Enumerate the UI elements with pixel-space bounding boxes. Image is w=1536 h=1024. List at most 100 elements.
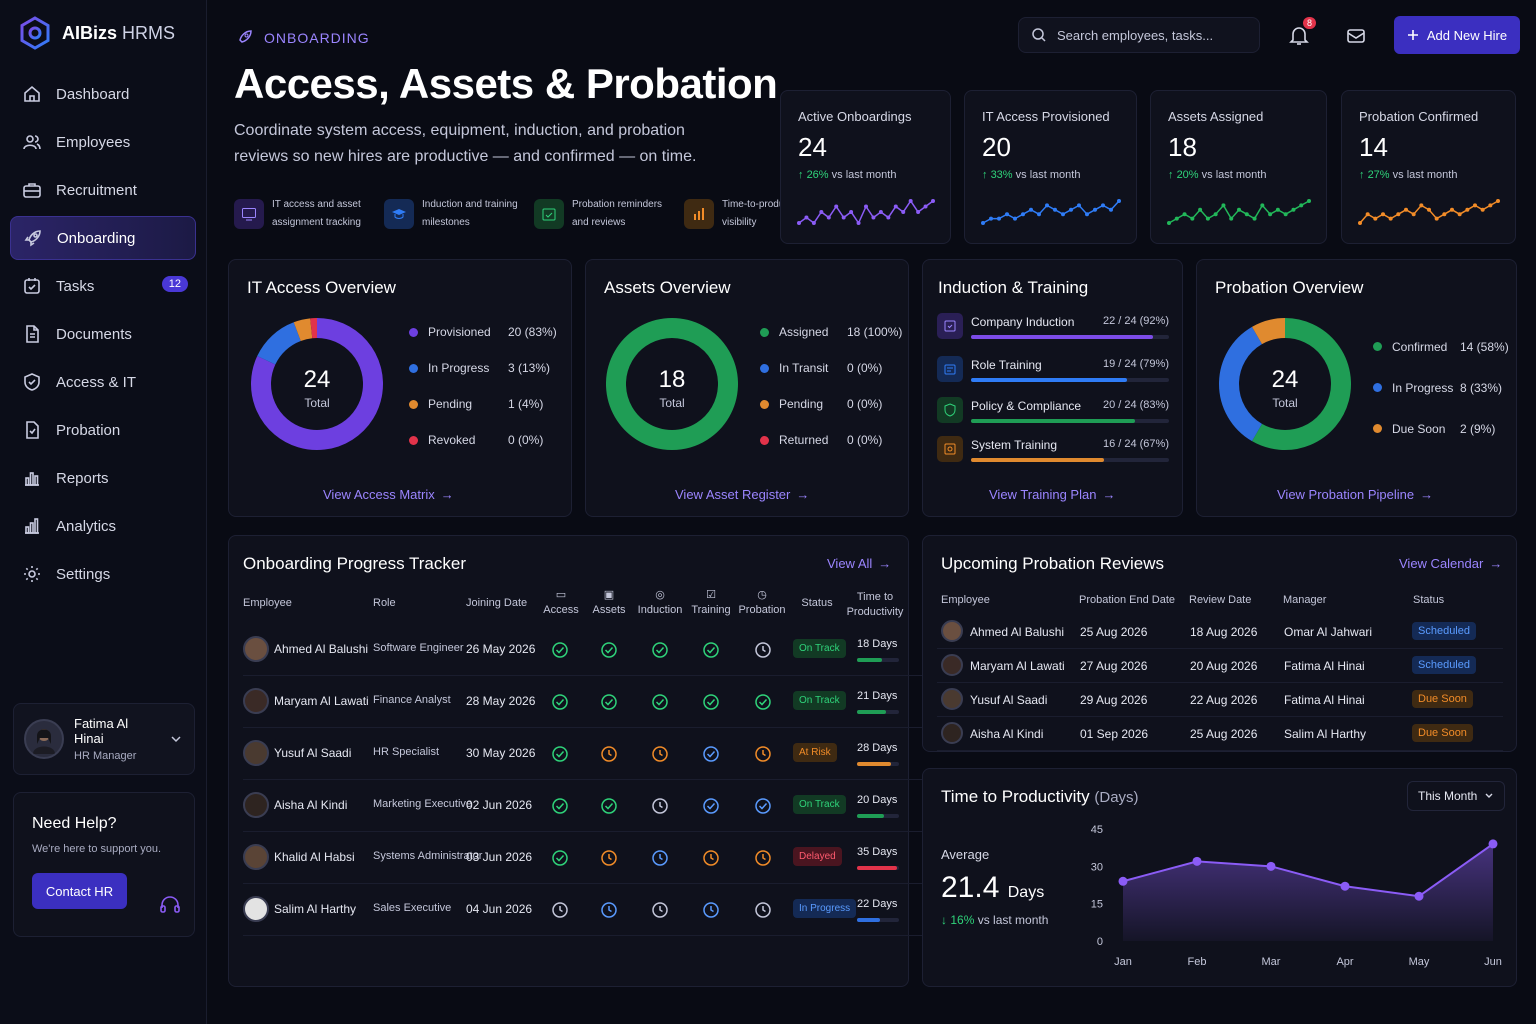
training-item: Role Training 19 / 24 (79%) xyxy=(937,356,1169,394)
stat-card-assets-assigned[interactable]: Assets Assigned 18 ↑ 20% vs last month xyxy=(1150,90,1327,244)
user-name: Fatima Al Hinai xyxy=(74,716,129,746)
sidebar-item-employees[interactable]: Employees xyxy=(10,120,196,164)
stat-card-active-onboardings[interactable]: Active Onboardings 24 ↑ 26% vs last mont… xyxy=(780,90,951,244)
sidebar-item-label: Reports xyxy=(56,469,109,487)
stat-card-it-access[interactable]: IT Access Provisioned 20 ↑ 33% vs last m… xyxy=(964,90,1137,244)
sidebar-item-documents[interactable]: Documents xyxy=(10,312,196,356)
notifications-button[interactable]: 8 xyxy=(1288,17,1316,51)
review-row[interactable]: Ahmed Al Balushi 25 Aug 2026 18 Aug 2026 Om… xyxy=(937,615,1503,649)
view-asset-register-link[interactable]: View Asset Register → xyxy=(675,487,809,502)
check-circle-blue-icon xyxy=(703,798,719,814)
ttp-value: 22 Days xyxy=(857,898,898,910)
sparkline-point xyxy=(1093,207,1097,212)
check-circle-icon xyxy=(703,642,719,658)
sparkline-point xyxy=(1190,216,1195,221)
legend-label: Provisioned xyxy=(428,325,491,339)
sparkline-point xyxy=(1053,207,1057,212)
training-progress-bar xyxy=(971,335,1169,339)
joining-date: 26 May 2026 xyxy=(466,642,536,656)
chevron-down-icon[interactable] xyxy=(170,733,182,745)
assets-column-icon: ▣ xyxy=(603,589,615,601)
chevron-down-icon xyxy=(1485,793,1493,798)
y-tick-label: 45 xyxy=(1091,824,1103,836)
sparkline-point xyxy=(841,215,846,220)
table-row[interactable]: Maryam Al Lawati Finance Analyst 28 May 20… xyxy=(243,676,1123,728)
sparkline xyxy=(1167,199,1311,225)
view-probation-pipeline-link[interactable]: View Probation Pipeline → xyxy=(1277,487,1433,502)
column-header: Manager xyxy=(1283,594,1327,606)
column-header: Status xyxy=(801,597,833,609)
legend-item: Returned 0 (0%) xyxy=(760,422,902,458)
legend-label: In Transit xyxy=(779,361,829,375)
panel-title: IT Access Overview xyxy=(247,278,396,297)
sidebar-item-analytics[interactable]: Analytics xyxy=(10,504,196,548)
sparkline-point xyxy=(1365,212,1370,217)
sidebar-item-recruitment[interactable]: Recruitment xyxy=(10,168,196,212)
user-profile-card[interactable]: Fatima Al Hinai HR Manager xyxy=(13,703,195,775)
check-circle-icon xyxy=(552,694,568,710)
search-input[interactable] xyxy=(1057,27,1237,43)
donut-segment xyxy=(1252,318,1351,450)
period-select[interactable]: This Month xyxy=(1407,781,1505,811)
status-badge: On Track xyxy=(793,639,846,658)
legend-dot xyxy=(1373,424,1382,433)
ttp-bar-fill xyxy=(857,762,891,766)
training-progress-bar xyxy=(971,378,1169,382)
review-date: 20 Aug 2026 xyxy=(1190,659,1258,673)
view-calendar-link[interactable]: View Calendar → xyxy=(1399,556,1502,571)
review-row[interactable]: Aisha Al Kindi 01 Sep 2026 25 Aug 2026 Sali… xyxy=(937,717,1503,751)
sidebar-item-settings[interactable]: Settings xyxy=(10,552,196,596)
plus-icon xyxy=(1407,30,1418,40)
sparkline-path xyxy=(1359,200,1499,224)
sidebar-item-tasks[interactable]: Tasks 12 xyxy=(10,264,196,308)
legend-value: 8 (33%) xyxy=(1460,380,1503,395)
stat-card-probation-confirmed[interactable]: Probation Confirmed 14 ↑ 27% vs last mon… xyxy=(1341,90,1516,244)
app-logo[interactable]: AIBizs HRMS xyxy=(18,16,175,50)
access-column-icon: ▭ xyxy=(555,589,567,601)
employee-role: Sales Executive xyxy=(373,902,452,914)
column-header: Time to Productivity xyxy=(845,590,905,620)
sparkline-point xyxy=(1198,207,1203,212)
sparkline-point xyxy=(1252,216,1257,221)
add-new-hire-button[interactable]: Add New Hire xyxy=(1394,16,1520,54)
review-row[interactable]: Maryam Al Lawati 27 Aug 2026 20 Aug 2026 Fa… xyxy=(937,649,1503,683)
ttp-bar-fill xyxy=(857,866,897,870)
sparkline-point xyxy=(1117,199,1121,203)
view-training-plan-link[interactable]: View Training Plan → xyxy=(989,487,1115,502)
arrow-right-icon: → xyxy=(796,487,810,502)
x-tick-label: Jan xyxy=(1114,956,1132,968)
column-header: Joining Date xyxy=(466,597,528,609)
training-label: Role Training xyxy=(971,358,1042,372)
induction-icon xyxy=(937,313,963,339)
legend-value: 0 (0%) xyxy=(847,361,883,375)
sparkline xyxy=(981,199,1121,225)
sidebar-item-probation[interactable]: Probation xyxy=(10,408,196,452)
sparkline-point xyxy=(826,215,831,220)
table-row[interactable]: Yusuf Al Saadi HR Specialist 30 May 2026 At… xyxy=(243,728,1123,780)
view-access-matrix-link[interactable]: View Access Matrix → xyxy=(323,487,454,502)
sidebar-item-reports[interactable]: Reports xyxy=(10,456,196,500)
table-row[interactable]: Khalid Al Habsi Systems Administrator 03 J… xyxy=(243,832,1123,884)
arrow-right-icon: → xyxy=(878,556,892,571)
sparkline-point xyxy=(923,204,928,209)
contact-hr-button[interactable]: Contact HR xyxy=(32,873,127,909)
table-row[interactable]: Salim Al Harthy Sales Executive 04 Jun 202… xyxy=(243,884,1123,936)
sparkline-point xyxy=(811,221,816,225)
messages-button[interactable] xyxy=(1346,26,1366,51)
view-all-link[interactable]: View All → xyxy=(827,556,891,571)
sidebar-item-dashboard[interactable]: Dashboard xyxy=(10,72,196,116)
donut-total: 24 xyxy=(303,366,331,393)
sparkline-point xyxy=(1005,212,1009,217)
training-label: System Training xyxy=(971,438,1058,452)
table-row[interactable]: Ahmed Al Balushi Software Engineer 26 May … xyxy=(243,624,1123,676)
training-progress-fill xyxy=(971,378,1128,382)
review-row[interactable]: Yusuf Al Saadi 29 Aug 2026 22 Aug 2026 Fati… xyxy=(937,683,1503,717)
briefcase-icon xyxy=(23,183,41,198)
table-row[interactable]: Aisha Al Kindi Marketing Executive 02 Jun … xyxy=(243,780,1123,832)
sidebar-item-onboarding[interactable]: Onboarding xyxy=(10,216,196,260)
it-access-legend: Provisioned 20 (83%) In Progress 3 (13%) P… xyxy=(409,314,557,458)
sidebar-item-access-it[interactable]: Access & IT xyxy=(10,360,196,404)
assets-panel: Assets Overview 18 Total Assigned 18 (100… xyxy=(585,259,909,517)
search-box[interactable] xyxy=(1018,17,1260,53)
delta-value: 16% xyxy=(950,913,975,927)
